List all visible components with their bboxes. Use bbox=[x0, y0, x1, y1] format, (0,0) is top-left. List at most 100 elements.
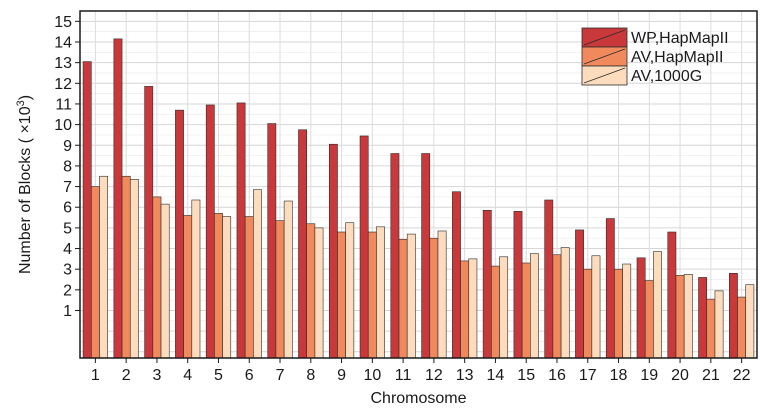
x-tick-label: 11 bbox=[395, 367, 412, 384]
y-tick-label: 15 bbox=[54, 14, 72, 31]
bar-wp-hapmapii-chr-15 bbox=[513, 211, 523, 359]
bar-av-hapmapii-chr-13 bbox=[460, 260, 470, 359]
bar-av-hapmapii-chr-7 bbox=[275, 220, 285, 359]
bar-av-1000g-chr-7 bbox=[283, 200, 293, 359]
bar-av-hapmapii-chr-17 bbox=[583, 268, 593, 359]
x-axis-title: Chromosome bbox=[370, 390, 466, 407]
x-tick-label: 4 bbox=[183, 367, 192, 384]
bar-av-1000g-chr-16 bbox=[560, 247, 570, 359]
bar-wp-hapmapii-chr-9 bbox=[328, 143, 338, 359]
y-tick-label: 14 bbox=[54, 34, 72, 51]
legend-key-slash bbox=[583, 48, 626, 65]
bar-wp-hapmapii-chr-8 bbox=[298, 129, 307, 359]
y-axis-title-close: ) bbox=[17, 95, 34, 100]
y-tick-label: 8 bbox=[63, 158, 72, 175]
bar-av-hapmapii-chr-19 bbox=[644, 280, 654, 359]
bar-wp-hapmapii-chr-5 bbox=[205, 104, 215, 359]
x-tick-label: 18 bbox=[610, 367, 628, 384]
bar-av-hapmapii-chr-4 bbox=[183, 215, 193, 359]
x-tick-label: 17 bbox=[579, 367, 597, 384]
y-tick-label: 5 bbox=[63, 220, 72, 237]
bar-av-hapmapii-chr-6 bbox=[244, 216, 254, 359]
bar-av-hapmapii-chr-3 bbox=[152, 196, 162, 359]
bar-wp-hapmapii-chr-20 bbox=[667, 231, 677, 359]
bar-av-hapmapii-chr-10 bbox=[367, 231, 377, 359]
bar-wp-hapmapii-chr-7 bbox=[267, 123, 277, 359]
bar-av-1000g-chr-6 bbox=[253, 189, 262, 359]
bar-wp-hapmapii-chr-18 bbox=[605, 218, 615, 359]
x-tick-label: 22 bbox=[733, 367, 751, 384]
y-axis-title-main: Number of Blocks ( ×10 bbox=[17, 106, 34, 274]
legend-key-slash bbox=[583, 67, 626, 84]
bar-av-1000g-chr-8 bbox=[314, 227, 324, 359]
bar-av-hapmapii-chr-18 bbox=[614, 268, 623, 359]
x-tick-label: 16 bbox=[548, 367, 566, 384]
x-tick-label: 20 bbox=[671, 367, 689, 384]
bar-av-1000g-chr-19 bbox=[653, 251, 662, 359]
legend-label: AV,1000G bbox=[631, 68, 702, 85]
bar-av-1000g-chr-2 bbox=[129, 179, 139, 359]
y-tick-label: 13 bbox=[54, 55, 72, 72]
bar-av-hapmapii-chr-8 bbox=[306, 223, 316, 359]
bar-av-1000g-chr-12 bbox=[437, 230, 447, 359]
bar-wp-hapmapii-chr-14 bbox=[482, 210, 492, 359]
x-axis: 1 2 3 4 5 6 7 8 9 10 11 12 13 14 15 16 17 18 19 20 21 22 bbox=[91, 358, 751, 384]
bar-wp-hapmapii-chr-16 bbox=[544, 199, 554, 359]
bar-av-hapmapii-chr-5 bbox=[214, 213, 223, 359]
x-tick-label: 6 bbox=[245, 367, 254, 384]
bar-wp-hapmapii-chr-6 bbox=[236, 102, 246, 359]
bar-wp-hapmapii-chr-1 bbox=[82, 61, 92, 359]
y-tick-label: 1 bbox=[63, 303, 72, 320]
y-tick-label: 11 bbox=[55, 96, 72, 113]
y-tick-label: 12 bbox=[54, 76, 72, 93]
bar-av-hapmapii-chr-2 bbox=[121, 175, 131, 359]
bar-av-hapmapii-chr-1 bbox=[90, 186, 100, 359]
bar-av-hapmapii-chr-14 bbox=[491, 265, 500, 359]
y-axis-title-exponent: 3 bbox=[15, 100, 27, 106]
x-tick-label: 3 bbox=[152, 367, 161, 384]
x-tick-label: 13 bbox=[456, 367, 474, 384]
x-tick-label: 10 bbox=[363, 367, 381, 384]
y-tick-label: 3 bbox=[63, 262, 72, 279]
bar-av-1000g-chr-4 bbox=[191, 199, 201, 359]
bar-av-1000g-chr-18 bbox=[622, 263, 632, 359]
bar-av-hapmapii-chr-9 bbox=[337, 231, 346, 359]
x-tick-label: 14 bbox=[487, 367, 505, 384]
bar-av-hapmapii-chr-12 bbox=[429, 237, 439, 359]
bar-av-1000g-chr-14 bbox=[499, 256, 509, 359]
bar-wp-hapmapii-chr-17 bbox=[575, 229, 584, 359]
bar-wp-hapmapii-chr-21 bbox=[698, 277, 708, 359]
x-tick-label: 21 bbox=[702, 367, 720, 384]
bar-av-hapmapii-chr-16 bbox=[552, 254, 562, 359]
bar-av-1000g-chr-9 bbox=[345, 222, 355, 359]
y-tick-label: 4 bbox=[63, 241, 72, 258]
y-tick-label: 2 bbox=[63, 282, 72, 299]
bar-av-1000g-chr-20 bbox=[683, 274, 693, 359]
y-tick-label: 7 bbox=[63, 179, 72, 196]
bar-wp-hapmapii-chr-3 bbox=[144, 86, 154, 359]
bar-wp-hapmapii-chr-12 bbox=[421, 153, 431, 359]
y-tick-label: 6 bbox=[63, 200, 72, 217]
bar-av-hapmapii-chr-11 bbox=[398, 238, 408, 359]
y-axis-title: Number of Blocks ( ×103) bbox=[15, 95, 34, 274]
bar-av-1000g-chr-17 bbox=[591, 255, 601, 359]
bar-wp-hapmapii-chr-22 bbox=[729, 273, 738, 359]
bar-av-hapmapii-chr-15 bbox=[521, 262, 531, 359]
bar-av-1000g-chr-5 bbox=[222, 216, 232, 359]
y-tick-label: 10 bbox=[54, 117, 72, 134]
bar-wp-hapmapii-chr-11 bbox=[390, 153, 400, 359]
bar-av-1000g-chr-15 bbox=[529, 253, 539, 359]
bar-av-hapmapii-chr-21 bbox=[706, 298, 716, 359]
bar-av-1000g-chr-11 bbox=[406, 233, 416, 359]
bar-av-1000g-chr-22 bbox=[745, 284, 755, 359]
y-tick-label: 9 bbox=[63, 138, 72, 155]
bars bbox=[82, 38, 755, 359]
bar-wp-hapmapii-chr-4 bbox=[175, 109, 184, 359]
legend-label: WP,HapMapII bbox=[631, 30, 729, 47]
bar-wp-hapmapii-chr-19 bbox=[636, 257, 646, 359]
x-tick-label: 15 bbox=[517, 367, 535, 384]
legend-key-slash bbox=[583, 29, 626, 46]
bar-av-1000g-chr-1 bbox=[99, 175, 108, 359]
x-tick-label: 5 bbox=[214, 367, 223, 384]
